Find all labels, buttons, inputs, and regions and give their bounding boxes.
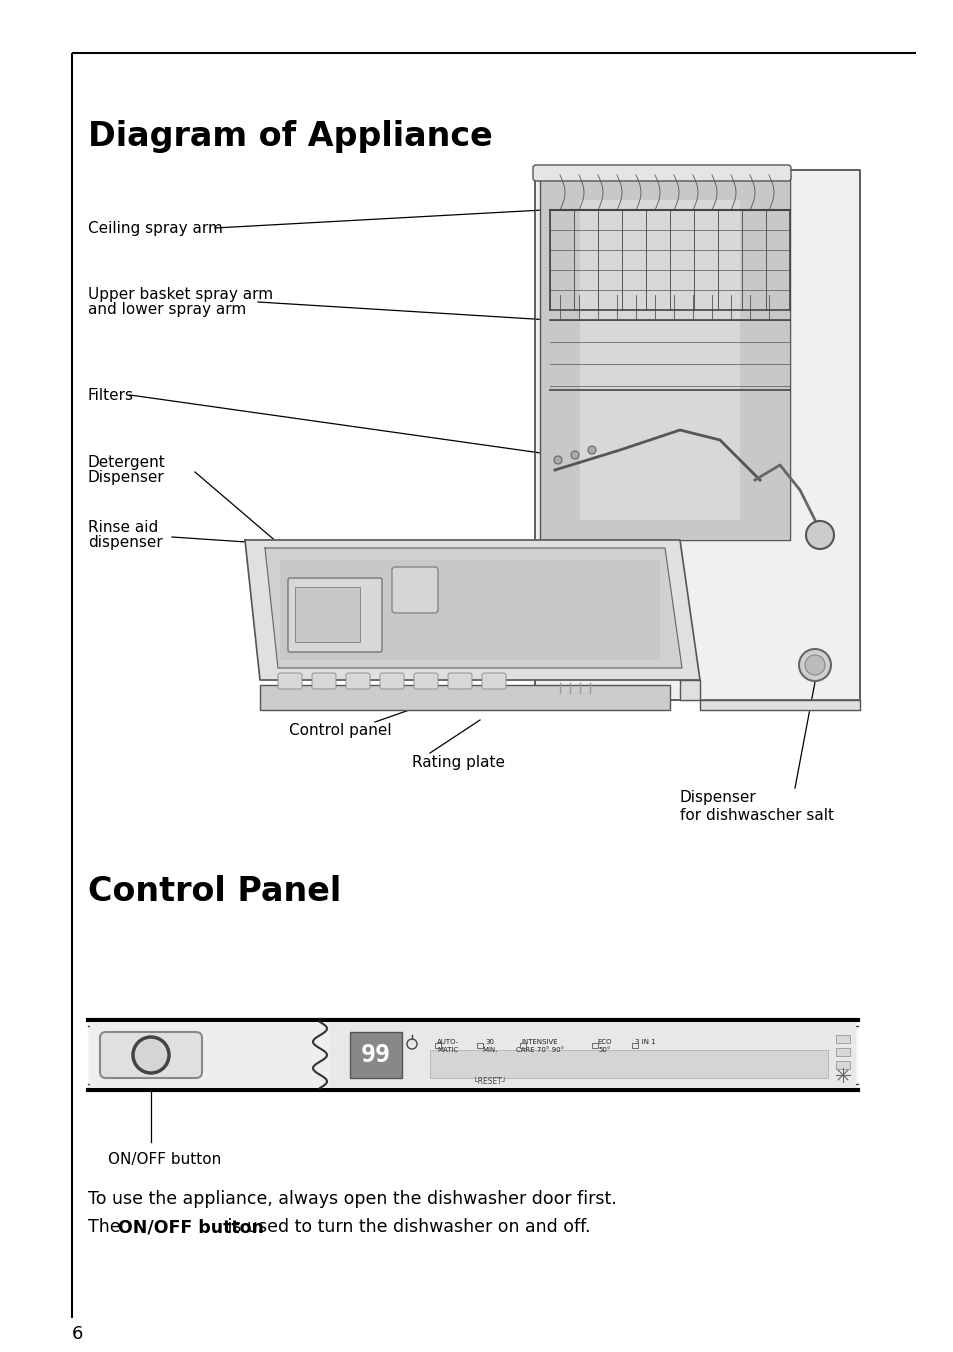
Bar — [88, 1019, 857, 1090]
Circle shape — [799, 649, 830, 681]
Polygon shape — [265, 548, 681, 668]
FancyBboxPatch shape — [392, 566, 437, 612]
Circle shape — [132, 1037, 169, 1073]
FancyBboxPatch shape — [379, 673, 403, 690]
Bar — [519, 1042, 525, 1048]
Text: 30: 30 — [485, 1038, 494, 1045]
Text: is used to turn the dishwasher on and off.: is used to turn the dishwasher on and of… — [222, 1218, 590, 1236]
Circle shape — [805, 521, 833, 549]
FancyBboxPatch shape — [346, 673, 370, 690]
Bar — [430, 1051, 827, 1078]
Text: and lower spray arm: and lower spray arm — [88, 301, 246, 316]
Text: Ceiling spray arm: Ceiling spray arm — [88, 220, 223, 235]
Bar — [350, 1032, 401, 1078]
Text: 99: 99 — [360, 1042, 391, 1067]
Bar — [540, 176, 788, 539]
Polygon shape — [539, 174, 789, 539]
Bar — [294, 587, 359, 642]
FancyBboxPatch shape — [288, 579, 381, 652]
Text: MIN.: MIN. — [482, 1046, 497, 1053]
Text: The: The — [88, 1218, 126, 1236]
Text: dispenser: dispenser — [88, 535, 163, 550]
Bar — [260, 685, 669, 710]
FancyBboxPatch shape — [481, 673, 505, 690]
Bar — [579, 200, 740, 521]
Polygon shape — [245, 539, 700, 680]
Polygon shape — [679, 680, 859, 710]
Text: To use the appliance, always open the dishwasher door first.: To use the appliance, always open the di… — [88, 1190, 616, 1207]
Bar — [435, 1042, 440, 1048]
FancyBboxPatch shape — [312, 673, 335, 690]
Text: Rating plate: Rating plate — [412, 754, 504, 771]
Text: Control panel: Control panel — [289, 723, 391, 738]
Bar — [631, 1042, 638, 1048]
Text: CARE 70° 90°: CARE 70° 90° — [516, 1046, 563, 1053]
Text: MATIC: MATIC — [436, 1046, 458, 1053]
Text: Diagram of Appliance: Diagram of Appliance — [88, 120, 493, 153]
FancyBboxPatch shape — [277, 673, 302, 690]
Text: └RESET┘: └RESET┘ — [473, 1078, 506, 1086]
Text: 3 IN 1: 3 IN 1 — [634, 1038, 655, 1045]
Bar — [330, 1022, 855, 1088]
Text: AUTO-: AUTO- — [436, 1038, 458, 1045]
Text: ON/OFF button: ON/OFF button — [118, 1218, 264, 1236]
Bar — [280, 560, 659, 660]
Bar — [592, 1042, 598, 1048]
Bar — [476, 1042, 482, 1048]
Bar — [90, 1022, 339, 1088]
FancyBboxPatch shape — [100, 1032, 202, 1078]
Text: 50°: 50° — [598, 1046, 611, 1053]
Text: Rinse aid: Rinse aid — [88, 521, 158, 535]
Circle shape — [571, 452, 578, 458]
Circle shape — [587, 446, 596, 454]
Circle shape — [804, 654, 824, 675]
Text: ECO: ECO — [598, 1038, 612, 1045]
Circle shape — [554, 456, 561, 464]
Text: Dispenser: Dispenser — [679, 790, 756, 804]
Text: ON/OFF button: ON/OFF button — [108, 1152, 221, 1167]
Text: Control Panel: Control Panel — [88, 875, 341, 909]
Text: Filters: Filters — [88, 388, 133, 403]
Bar — [835, 1061, 849, 1069]
Text: INTENSIVE: INTENSIVE — [521, 1038, 558, 1045]
Text: Detergent: Detergent — [88, 456, 166, 470]
FancyBboxPatch shape — [533, 165, 790, 181]
Text: Dispenser: Dispenser — [88, 470, 165, 485]
FancyBboxPatch shape — [414, 673, 437, 690]
Bar — [835, 1048, 849, 1056]
FancyBboxPatch shape — [448, 673, 472, 690]
Text: for dishwascher salt: for dishwascher salt — [679, 808, 833, 823]
Text: 6: 6 — [71, 1325, 83, 1343]
Polygon shape — [535, 170, 859, 700]
Bar — [835, 1036, 849, 1042]
Text: Upper basket spray arm: Upper basket spray arm — [88, 287, 273, 301]
